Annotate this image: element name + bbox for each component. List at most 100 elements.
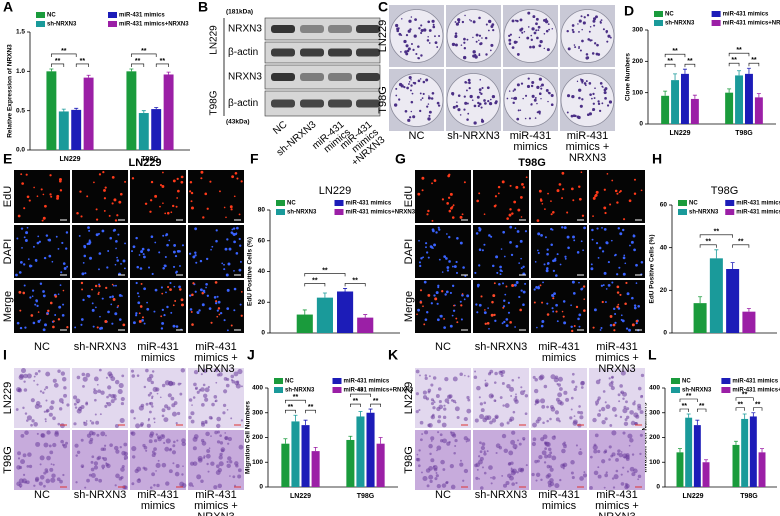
cell-nucleus (190, 206, 194, 210)
colony (395, 23, 399, 28)
cell-nucleus (122, 323, 126, 327)
migrated-cell (76, 375, 81, 380)
cell-nucleus (153, 310, 156, 313)
migrated-cell (226, 409, 229, 411)
migrated-cell (101, 457, 105, 460)
colony (591, 97, 593, 100)
cell-nucleus (488, 234, 491, 237)
migrated-cell (74, 443, 79, 448)
x-tick-label: LN229 (682, 493, 703, 500)
colony (422, 92, 425, 96)
cell-nucleus (494, 319, 497, 322)
migrated-cell (557, 399, 563, 405)
cell-nucleus (451, 314, 454, 317)
cell-nucleus (456, 321, 459, 324)
migrated-cell (421, 433, 424, 435)
colony (538, 77, 542, 81)
cell-nucleus (59, 189, 63, 192)
colony (454, 32, 458, 35)
error-bar (714, 249, 719, 259)
cell-nucleus (88, 240, 92, 244)
colony (464, 101, 468, 105)
significance-bracket (664, 63, 676, 68)
colony (585, 56, 589, 60)
cell-nucleus (425, 246, 427, 249)
image-bg (473, 225, 529, 278)
migrated-cell (188, 415, 192, 420)
colony (578, 31, 580, 33)
x-tick-label: LN229 (59, 156, 80, 163)
cell-nucleus (28, 264, 32, 268)
cell-nucleus (447, 196, 451, 199)
colony (478, 16, 481, 20)
cell-nucleus (475, 303, 478, 306)
migrated-cell (207, 385, 210, 389)
error-bar (293, 414, 298, 422)
colony (403, 39, 407, 44)
colony (454, 43, 458, 47)
cell-nucleus (227, 262, 231, 266)
blot-cell-line: T98G (209, 90, 220, 115)
migrated-cell (50, 400, 55, 405)
migrated-cell (26, 464, 30, 468)
cell-nucleus (50, 195, 53, 198)
cell-nucleus (573, 325, 576, 328)
migrated-cell (534, 377, 538, 382)
error-bar (348, 435, 353, 440)
migrated-cell (633, 400, 636, 403)
legend-label: NC (285, 379, 294, 385)
cell-nucleus (103, 188, 106, 192)
error-bar (358, 411, 363, 417)
cell-nucleus (39, 282, 43, 286)
migrated-cell (34, 372, 38, 376)
migrated-cell (507, 473, 512, 478)
migrated-cell (549, 451, 553, 455)
cell-nucleus (617, 303, 620, 306)
significance-bracket (728, 62, 740, 67)
migrated-cell (603, 486, 606, 489)
cell-nucleus (616, 285, 620, 289)
migrated-cell (589, 455, 593, 459)
migrated-cell (436, 445, 442, 451)
bar (163, 74, 174, 150)
cell-nucleus (533, 288, 536, 291)
migrated-cell (612, 486, 616, 489)
migrated-cell (156, 483, 160, 488)
cell-nucleus (147, 266, 151, 269)
colony (407, 29, 411, 33)
migrated-cell (192, 446, 197, 451)
legend-swatch (332, 387, 342, 393)
blot-band (271, 73, 295, 81)
migrated-cell (43, 484, 46, 488)
significance-label: ** (736, 47, 742, 54)
migrated-cell (151, 395, 154, 398)
migrated-cell (608, 377, 611, 380)
cell-nucleus (151, 272, 154, 276)
cell-nucleus (83, 245, 87, 249)
significance-bracket (728, 52, 750, 57)
cell-nucleus (598, 246, 602, 250)
colony (513, 96, 518, 101)
bar (754, 97, 763, 124)
cell-nucleus (191, 323, 194, 326)
cell-nucleus (131, 177, 135, 180)
migrated-cell (205, 453, 211, 459)
cell-nucleus (167, 211, 170, 215)
cell-nucleus (552, 259, 555, 263)
column-label: miR-431 mimics + NRXN3 (194, 489, 238, 516)
blot-band (328, 99, 352, 108)
cell-nucleus (141, 319, 144, 322)
migrated-cell (107, 385, 112, 390)
colony (472, 50, 476, 54)
migrated-cell (448, 394, 453, 399)
migrated-cell (509, 416, 515, 422)
cell-nucleus (434, 297, 438, 301)
panel-label: D (624, 3, 634, 19)
migrated-cell (558, 387, 563, 391)
cell-nucleus (198, 309, 201, 312)
cell-nucleus (478, 264, 481, 267)
cell-nucleus (164, 212, 167, 215)
colony (419, 92, 422, 95)
cell-nucleus (522, 186, 525, 189)
colony (451, 91, 455, 96)
